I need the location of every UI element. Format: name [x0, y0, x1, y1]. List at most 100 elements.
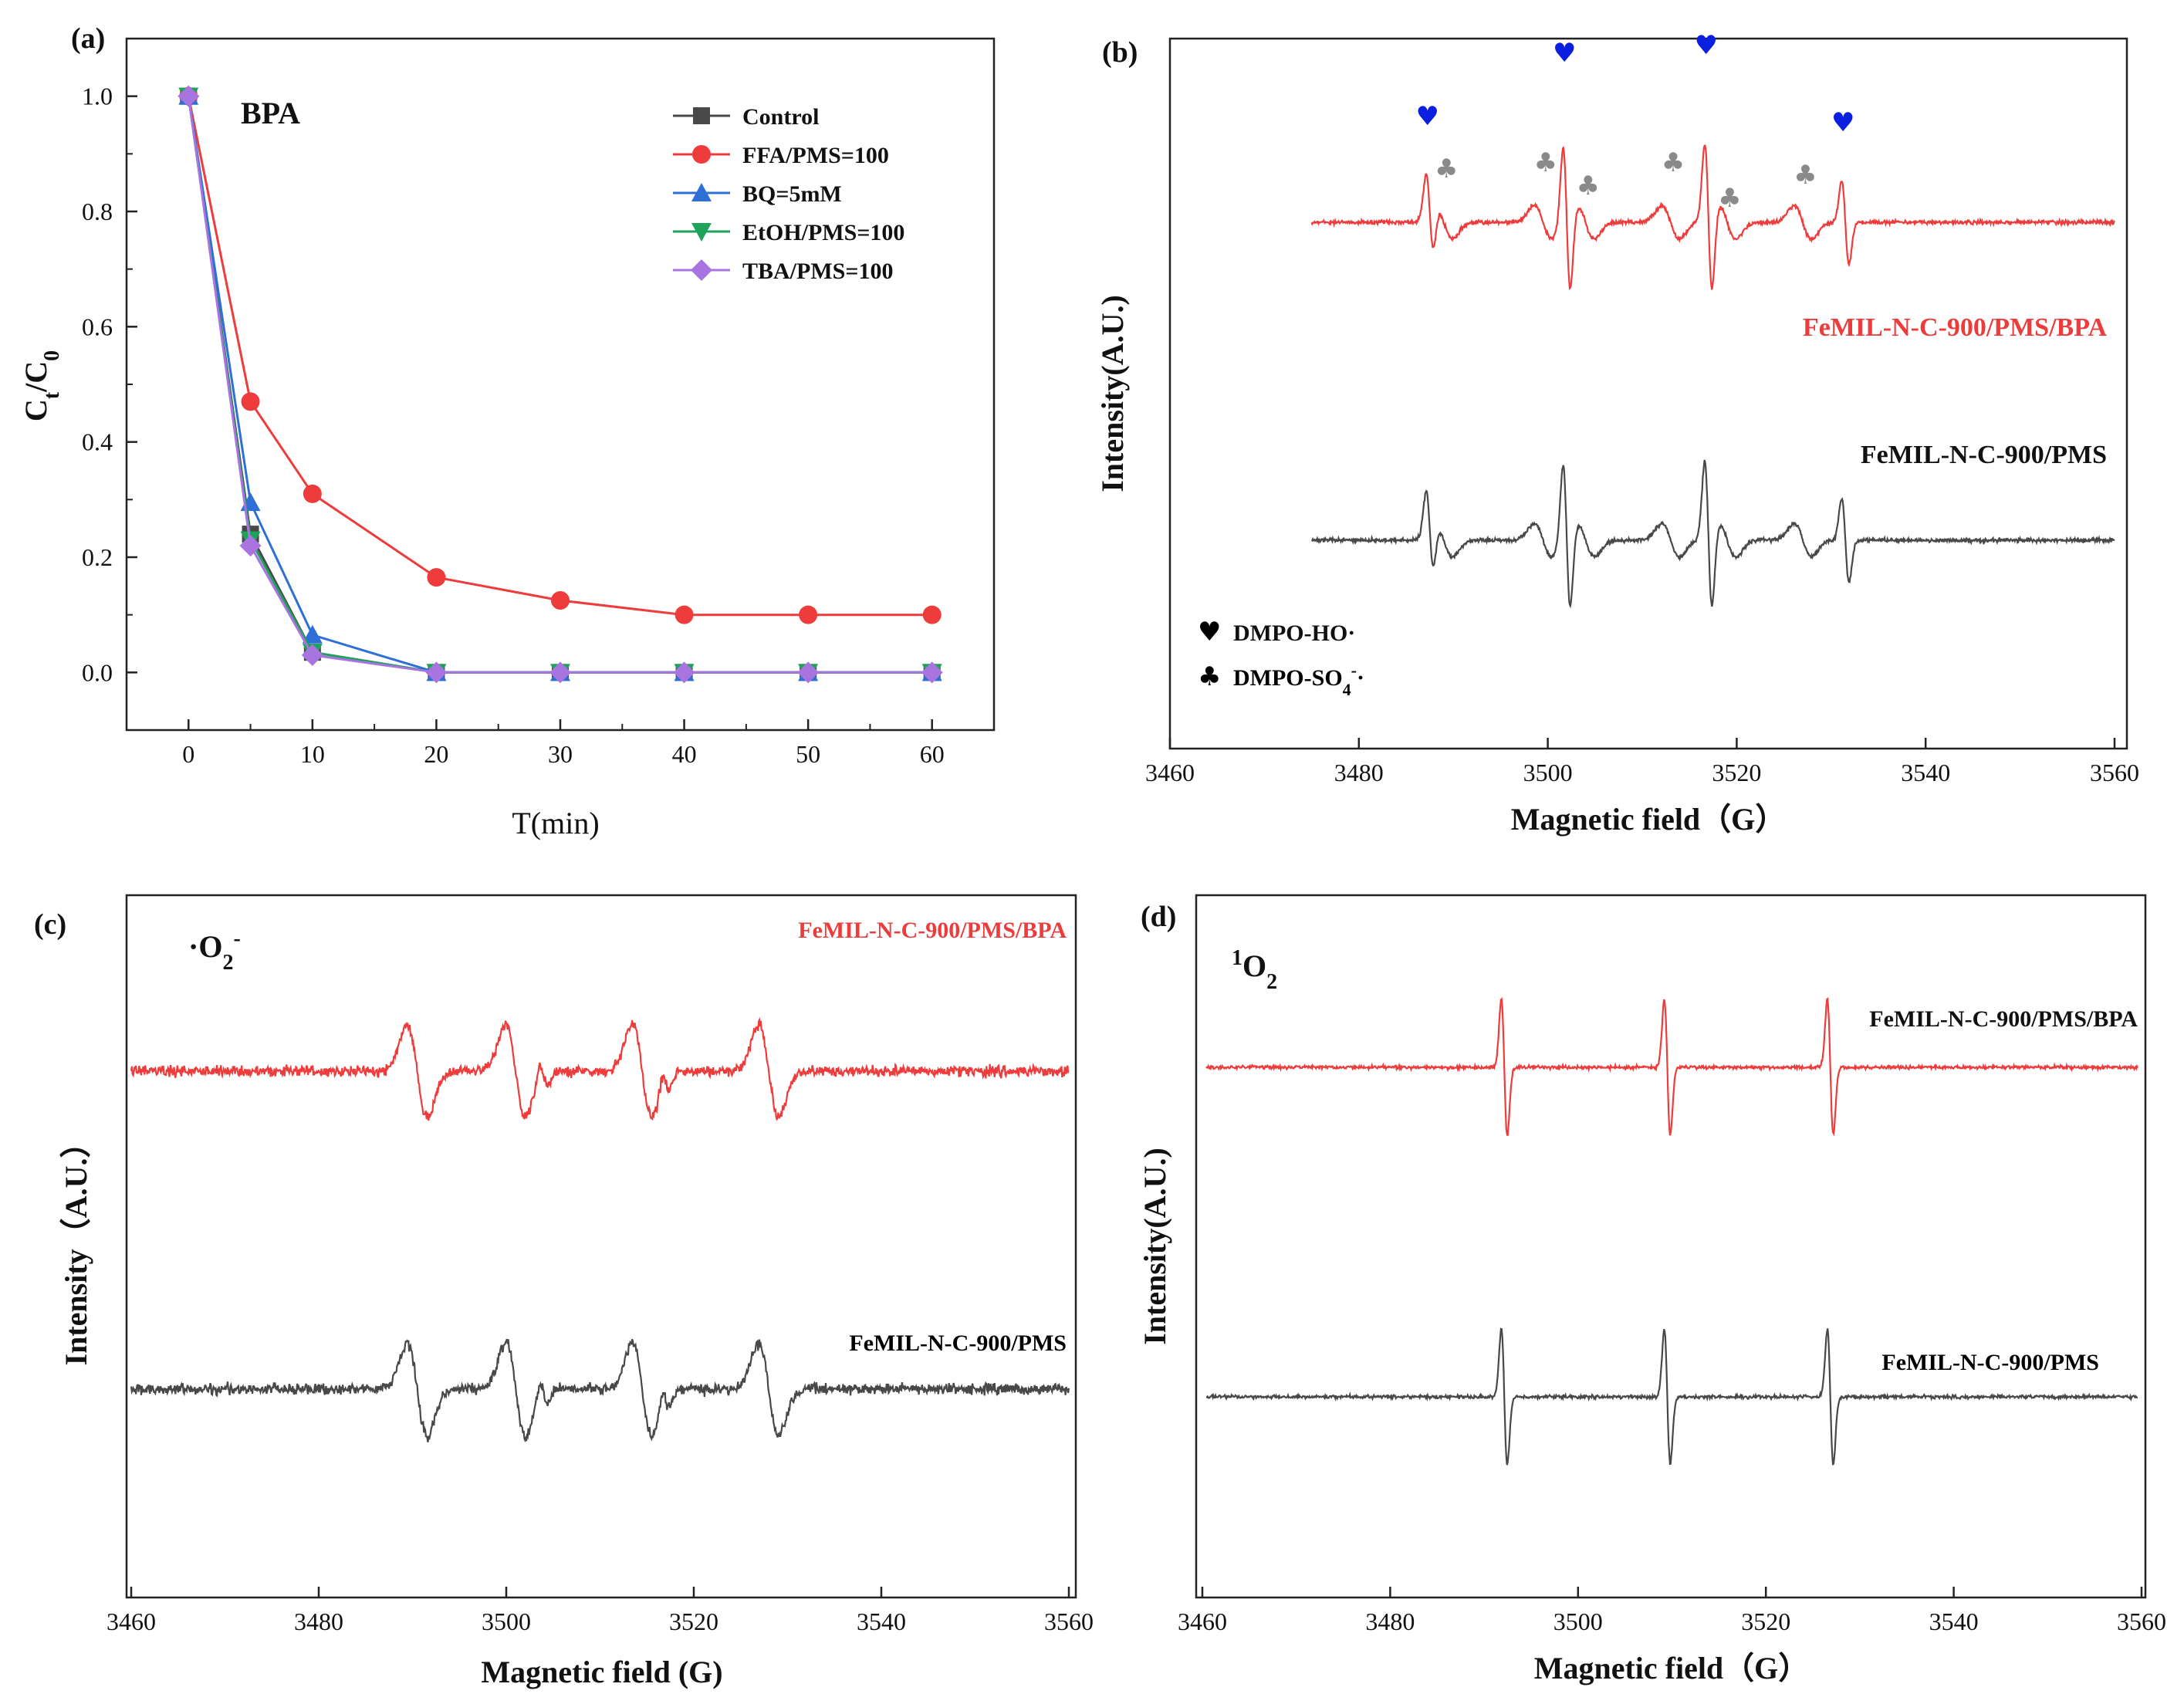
ylabel-sub-t: t: [40, 391, 64, 399]
club-icon: ♣: [1198, 661, 1221, 692]
d-line-gray: [1205, 1327, 2138, 1466]
c-xtick-label-3540: 3540: [857, 1608, 906, 1635]
d-xtick-label-3480: 3480: [1365, 1608, 1415, 1635]
panel-a-series: [177, 85, 943, 684]
species-sup: -: [233, 927, 240, 951]
a-point-1-3: [427, 568, 446, 587]
species-sub: 2: [1266, 970, 1277, 994]
panel-a-legend: Control FFA/PMS=100 BQ=5mM EtOH/PMS=100 TBA/…: [673, 104, 904, 284]
so4-dot: ·: [1357, 665, 1364, 691]
panel-c-y-axis-label: Intensity（A.U.）: [59, 1128, 93, 1366]
panel-d-label: (d): [1141, 901, 1176, 933]
d-xtick-label-3520: 3520: [1741, 1608, 1790, 1635]
a-legend-label-0: Control: [742, 104, 819, 130]
panel-d-y-axis-label: Intensity(A.U.): [1138, 1148, 1172, 1345]
so4-main: DMPO-SO: [1233, 665, 1343, 691]
a-legend-marker-0: [693, 107, 710, 124]
b-xtick-label-3520: 3520: [1712, 759, 1761, 786]
panel-a-y-axis-label: Ct/C0: [19, 350, 64, 421]
a-point-1-7: [922, 605, 942, 624]
club-icon: ♣: [1794, 160, 1817, 191]
a-xtick-label-40: 40: [672, 740, 697, 768]
a-point-1-2: [303, 484, 322, 503]
panel-a-axis-ticks: 0 10 20 30 40 50 60 0.0 0.2 0.4 0.6 0.8 1.0: [82, 83, 945, 768]
panel-a-kinetics-chart: (a) BPA 0 10 20 30 40 50 600.00.20.40.60.81.0 …: [19, 22, 996, 840]
heart-icon: ♥: [1553, 38, 1576, 69]
a-xtick-label-50: 50: [796, 740, 820, 768]
d-xtick-label-3560: 3560: [2117, 1608, 2166, 1635]
a-point-4-4: [549, 661, 571, 684]
panel-b-gray-series-label: FeMIL-N-C-900/PMS: [1861, 441, 2107, 469]
d-line-red: [1205, 997, 2138, 1137]
club-icon: ♣: [1577, 171, 1600, 201]
panel-a-label: (a): [71, 22, 105, 55]
panel-b-x-axis-label: Magnetic field（G）: [1511, 802, 1787, 837]
heart-icon: ♥: [1415, 101, 1439, 132]
panel-c-red-series-label: FeMIL-N-C-900/PMS/BPA: [798, 918, 1067, 943]
a-legend-label-1: FFA/PMS=100: [742, 143, 889, 168]
b-xtick-label-3480: 3480: [1334, 759, 1384, 786]
ylabel-slash-c: /C: [19, 361, 53, 393]
a-xtick-label-30: 30: [548, 740, 573, 768]
panel-c-series: [130, 1016, 1070, 1442]
a-point-1-6: [799, 605, 818, 624]
a-ytick-label-3: 0.6: [82, 313, 113, 340]
a-ytick-label-0: 0.0: [82, 658, 113, 686]
a-xtick-label-0: 0: [182, 740, 194, 768]
a-series-4: [177, 85, 943, 684]
panel-c-label: (c): [34, 908, 66, 941]
panel-a-x-axis-label: T(min): [512, 806, 599, 840]
panel-d-series: [1205, 997, 2138, 1466]
heart-icon: ♥: [1695, 30, 1718, 61]
a-ytick-label-4: 0.8: [82, 198, 113, 225]
a-point-4-2: [301, 644, 323, 666]
a-point-1-5: [674, 605, 694, 624]
a-point-4-0: [177, 85, 200, 107]
panel-c-epr-chart: (c) ·O2- 3460 3480 3500 3520 3540 3560 FeMIL-…: [34, 894, 1094, 1689]
a-series-1: [179, 86, 942, 624]
a-legend-marker-4: [691, 259, 712, 281]
panel-b-epr-chart: (b) 3460 3480 3500 3520 3540 3560 ♥♥ ♥♥♣ ♣♣♣♣♣ …: [1095, 30, 2139, 837]
a-point-1-1: [241, 392, 260, 411]
b-line-red: [1310, 144, 2115, 290]
c-xtick-label-3500: 3500: [482, 1608, 531, 1635]
a-legend-label-3: EtOH/PMS=100: [742, 220, 904, 245]
c-xtick-label-3520: 3520: [669, 1608, 718, 1635]
panel-b-legend: ♥ DMPO-HO· ♣ DMPO-SO4-·: [1198, 617, 1364, 699]
species-o: O: [1242, 948, 1266, 983]
a-legend-label-4: TBA/PMS=100: [742, 259, 893, 284]
panel-b-label: (b): [1102, 36, 1138, 69]
a-ytick-label-1: 0.2: [82, 543, 113, 571]
a-line-4: [187, 96, 932, 674]
panel-d-gray-series-label: FeMIL-N-C-900/PMS: [1881, 1350, 2099, 1375]
a-point-2-2: [302, 624, 323, 644]
d-xtick-label-3540: 3540: [1929, 1608, 1979, 1635]
b-xtick-label-3560: 3560: [2090, 759, 2139, 786]
d-xtick-label-3500: 3500: [1553, 1608, 1603, 1635]
heart-icon: ♥: [1831, 107, 1854, 138]
a-legend-marker-1: [692, 145, 711, 164]
a-xtick-label-60: 60: [920, 740, 945, 768]
a-point-4-6: [797, 661, 820, 684]
b-line-gray: [1311, 459, 2115, 609]
a-legend-label-2: BQ=5mM: [742, 181, 842, 207]
panel-d-epr-chart: (d) 1O2 3460 3480 3500 3520 3540 3560 FeMIL-N…: [1138, 894, 2166, 1685]
ylabel-sub-0: 0: [40, 350, 64, 361]
panel-c-gray-series-label: FeMIL-N-C-900/PMS: [849, 1330, 1067, 1356]
a-point-4-7: [921, 661, 943, 684]
so4-sup: -: [1351, 661, 1357, 680]
a-point-4-1: [239, 535, 262, 557]
c-line-red: [130, 1016, 1070, 1121]
panel-d-species-label: 1O2: [1232, 946, 1277, 994]
b-xtick-label-3460: 3460: [1145, 759, 1195, 786]
c-xtick-label-3460: 3460: [106, 1608, 156, 1635]
a-legend-marker-2: [691, 183, 712, 201]
so4-sub: 4: [1343, 680, 1351, 699]
panel-c-plot-frame: [125, 894, 1077, 1599]
b-xtick-label-3500: 3500: [1523, 759, 1573, 786]
a-xtick-label-20: 20: [424, 740, 448, 768]
c-xtick-label-3480: 3480: [294, 1608, 343, 1635]
a-point-4-5: [673, 661, 695, 684]
a-xtick-label-10: 10: [300, 740, 325, 768]
